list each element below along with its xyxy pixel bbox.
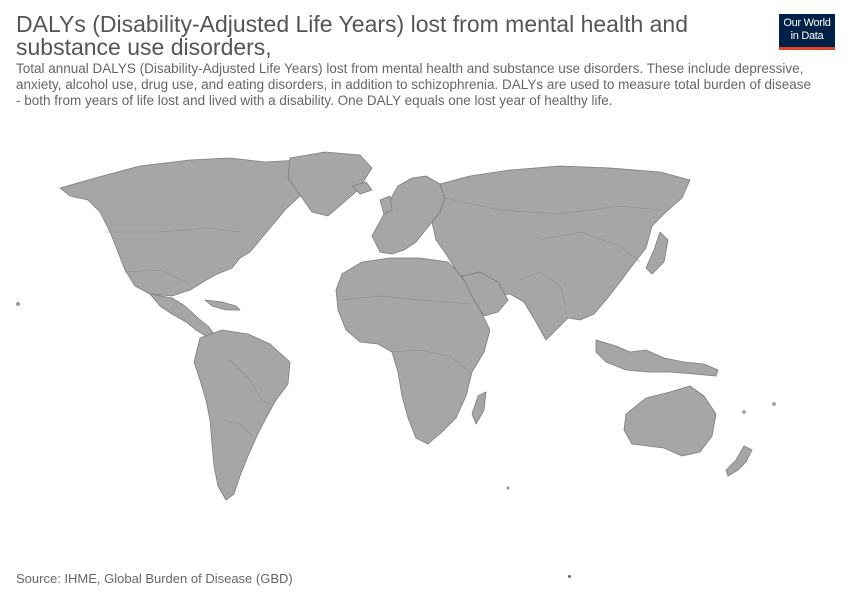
logo-line-1: Our World bbox=[783, 17, 831, 29]
map-greenland[interactable] bbox=[287, 151, 373, 217]
map-north-america[interactable] bbox=[59, 157, 351, 297]
map-border-russia bbox=[444, 197, 661, 215]
our-world-in-data-logo[interactable]: Our World in Data bbox=[779, 14, 835, 50]
map-border-central-africa bbox=[391, 349, 471, 373]
map-arabian-peninsula[interactable] bbox=[461, 271, 509, 317]
logo-line-2: in Data bbox=[790, 30, 824, 42]
map-australia[interactable] bbox=[623, 385, 717, 457]
map-new-zealand[interactable] bbox=[725, 445, 753, 477]
map-europe[interactable] bbox=[371, 175, 446, 255]
map-border-sahara bbox=[339, 295, 471, 305]
map-madagascar[interactable] bbox=[471, 391, 487, 425]
map-border-china bbox=[539, 231, 641, 263]
map-hawaii[interactable] bbox=[16, 302, 20, 306]
map-central-america[interactable] bbox=[149, 293, 215, 337]
source-note: Source: IHME, Global Burden of Disease (… bbox=[16, 571, 293, 586]
map-border-us-canada bbox=[105, 227, 241, 233]
map-border-mexico bbox=[124, 269, 191, 285]
map-africa[interactable] bbox=[335, 257, 491, 445]
map-fiji[interactable] bbox=[772, 402, 776, 406]
map-border-india bbox=[519, 271, 567, 307]
world-map[interactable] bbox=[0, 140, 850, 540]
map-south-america[interactable] bbox=[193, 329, 291, 501]
map-japan[interactable] bbox=[645, 231, 669, 275]
map-uk-iceland[interactable] bbox=[351, 181, 393, 215]
map-border-brazil bbox=[229, 359, 271, 405]
map-southeast-asia-islands[interactable] bbox=[595, 339, 719, 377]
chart-subtitle: Total annual DALYS (Disability-Adjusted … bbox=[16, 61, 811, 108]
map-caribbean[interactable] bbox=[204, 299, 241, 311]
map-new-caledonia[interactable] bbox=[742, 410, 746, 414]
map-kerguelen[interactable] bbox=[506, 486, 510, 490]
map-border-argentina bbox=[221, 419, 253, 437]
chart-title: DALYs (Disability-Adjusted Life Years) l… bbox=[16, 11, 689, 60]
timeline-dot[interactable] bbox=[568, 575, 571, 578]
